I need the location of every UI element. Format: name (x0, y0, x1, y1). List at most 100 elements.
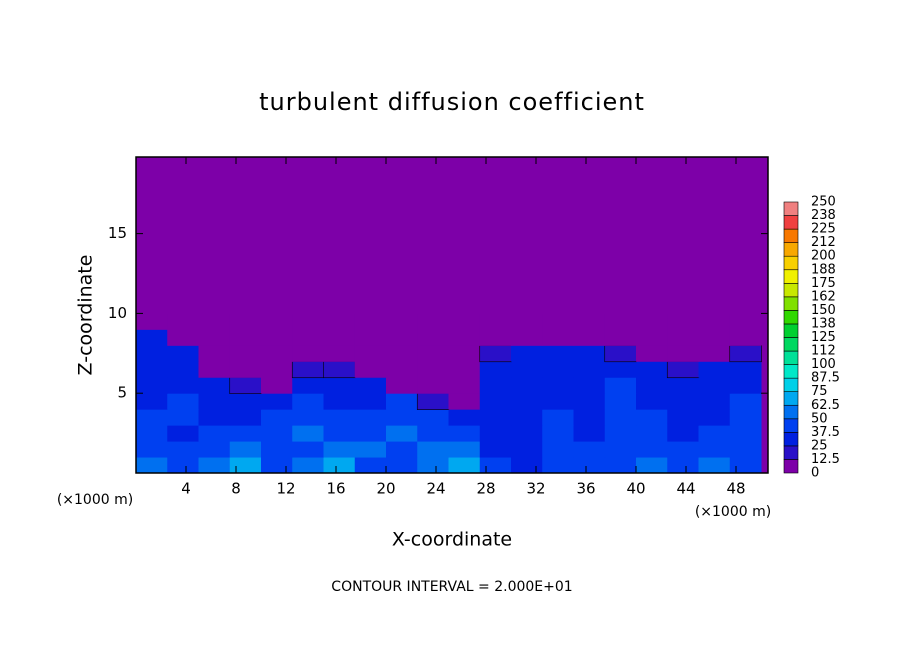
x-tick-label: 40 (626, 480, 645, 498)
field-cell (666, 360, 700, 379)
field-cell (729, 409, 762, 426)
field-cell (417, 441, 449, 458)
field-cell (604, 425, 637, 442)
colorbar-band (783, 255, 799, 271)
field-cell (229, 457, 262, 474)
colorbar-label: 75 (811, 384, 828, 399)
x-tick-label: 32 (526, 480, 545, 498)
field-cell (354, 345, 387, 362)
x-tick-label: 28 (476, 480, 495, 498)
field-cell (229, 425, 262, 442)
field-cell (448, 361, 481, 378)
field-cell (511, 393, 543, 410)
field-cell (667, 425, 699, 442)
field-cell (479, 329, 512, 346)
field-cell (604, 313, 637, 330)
field-cell (729, 377, 762, 394)
field-cell (386, 329, 418, 346)
colorbar-label: 238 (811, 208, 836, 223)
field-cell (417, 425, 449, 442)
colorbar-label: 62.5 (811, 398, 840, 413)
field-cell (198, 377, 231, 394)
field-cell (511, 345, 543, 362)
field-cell (604, 441, 637, 458)
colorbar-band (783, 296, 799, 311)
field-cell (542, 377, 574, 394)
colorbar-band (783, 282, 799, 298)
field-cell (479, 425, 512, 442)
field-cell (354, 361, 387, 378)
field-cell (511, 457, 543, 474)
field-cell (198, 329, 231, 346)
colorbar-label: 87.5 (811, 371, 840, 386)
field-cell (198, 361, 231, 378)
colorbar-band (783, 432, 799, 447)
field-cell (729, 425, 762, 442)
field-cell (136, 425, 168, 442)
field-cell (448, 329, 481, 346)
colorbar-band (783, 242, 799, 257)
field-cell (604, 329, 637, 346)
field-cell (448, 393, 481, 410)
field-cell (354, 425, 387, 442)
field-cell (511, 425, 543, 442)
field-cell (167, 361, 199, 378)
field-cell (167, 313, 199, 330)
field-cell (198, 457, 231, 474)
field-cell (698, 441, 731, 458)
field-cell (542, 361, 574, 378)
field-cell (167, 409, 199, 426)
colorbar-label: 37.5 (811, 425, 840, 440)
field-cell (542, 457, 574, 474)
field-cell (198, 441, 231, 458)
field-cell (448, 313, 481, 330)
field-cell (261, 441, 293, 458)
field-cell (729, 393, 762, 410)
colorbar-label: 100 (811, 357, 836, 372)
field-cell (417, 345, 449, 362)
field-cell (354, 441, 387, 458)
field-cell (573, 441, 606, 458)
field-cell (729, 345, 762, 363)
field-cell (198, 345, 231, 362)
field-cell (198, 409, 231, 426)
field-cell (229, 361, 262, 378)
colorbar-band (783, 310, 799, 325)
colorbar-band (783, 323, 799, 338)
field-cell (354, 409, 387, 426)
x-tick-label: 44 (676, 480, 695, 498)
field-cell (386, 409, 418, 426)
field-cell (291, 360, 325, 379)
colorbar-label: 200 (811, 249, 836, 264)
field-cell (573, 409, 606, 426)
field-cell (323, 409, 356, 426)
field-cell (573, 425, 606, 442)
field-cell (604, 345, 637, 363)
x-tick-label: 24 (426, 480, 445, 498)
field-cell (729, 441, 762, 458)
field-cell (636, 393, 668, 410)
field-cell (323, 457, 356, 474)
colorbar-label: 0 (811, 466, 819, 481)
colorbar-band (783, 350, 799, 365)
field-cell (386, 425, 418, 442)
field-cell (136, 377, 168, 394)
colorbar-label: 250 (811, 195, 836, 210)
field-cell (292, 393, 324, 410)
field-cell (698, 457, 731, 474)
colorbar-label: 112 (811, 344, 836, 359)
field-cell (323, 425, 356, 442)
field-cell (261, 329, 293, 346)
field-cell (386, 313, 418, 330)
field-cell (604, 409, 637, 426)
field-cell (479, 361, 512, 378)
field-cell (511, 409, 543, 426)
field-cell (542, 313, 574, 330)
field-cell (698, 345, 731, 362)
field-cell (323, 393, 356, 410)
colorbar-label: 175 (811, 276, 836, 291)
field-cell (198, 313, 231, 330)
y-axis-label: Z-coordinate (75, 255, 97, 376)
x-tick-label: 16 (326, 480, 345, 498)
